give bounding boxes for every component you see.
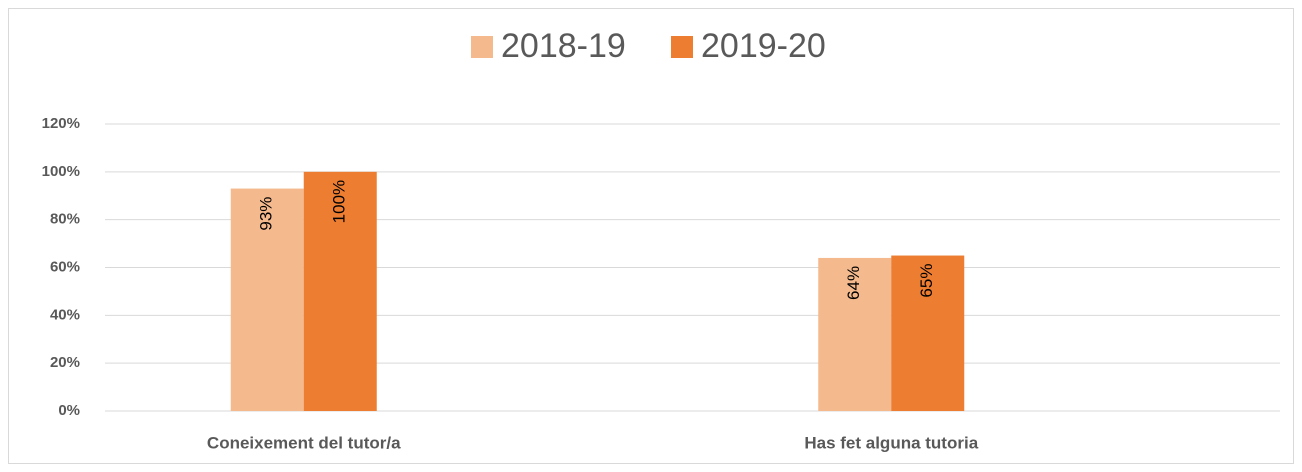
legend-swatch	[471, 36, 493, 58]
legend-swatch	[671, 36, 693, 58]
x-tick-label: Coneixement del tutor/a	[207, 433, 401, 452]
chart-border	[8, 8, 1294, 464]
legend-label: 2019-20	[701, 27, 826, 65]
bar	[230, 188, 304, 411]
y-tick-label: 20%	[50, 354, 80, 371]
data-label: 93%	[257, 197, 276, 231]
bar	[303, 171, 377, 411]
y-tick-label: 120%	[42, 115, 80, 132]
y-tick-label: 80%	[50, 211, 80, 228]
legend-label: 2018-19	[501, 27, 626, 65]
y-tick-label: 100%	[42, 163, 80, 180]
data-label: 65%	[917, 264, 936, 298]
bar	[891, 255, 965, 411]
data-label: 64%	[844, 266, 863, 300]
bar	[818, 257, 892, 411]
data-label: 100%	[330, 180, 349, 223]
y-tick-label: 40%	[50, 306, 80, 323]
y-tick-label: 0%	[58, 402, 80, 419]
y-tick-label: 60%	[50, 258, 80, 275]
x-tick-label: Has fet alguna tutoria	[804, 433, 978, 452]
